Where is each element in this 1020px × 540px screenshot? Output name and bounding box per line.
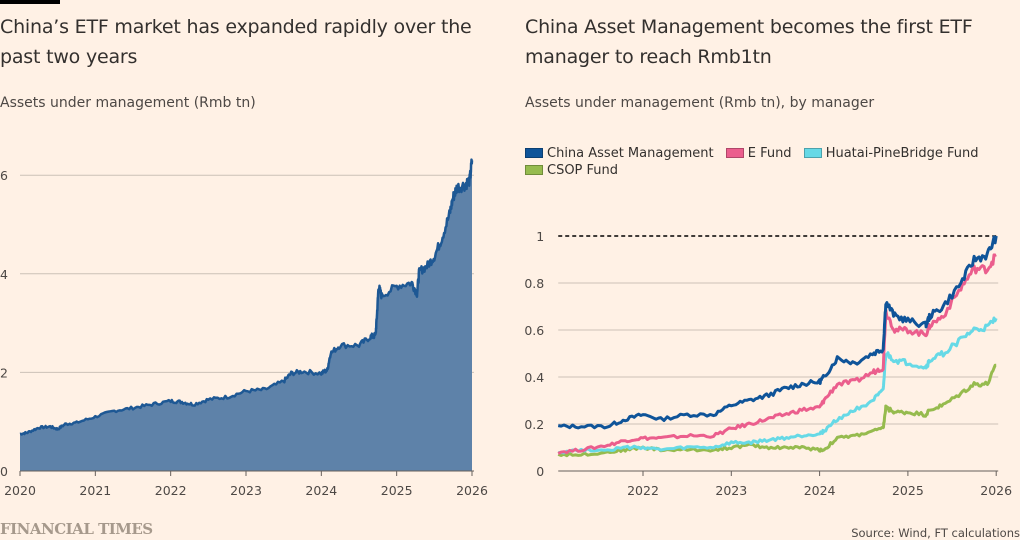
y-tick-label: 1 — [536, 229, 544, 244]
x-tick-label: 2022 — [627, 483, 659, 498]
x-tick-label: 2025 — [381, 483, 413, 498]
x-tick-label: 2020 — [4, 483, 36, 498]
x-tick-label: 2021 — [79, 483, 111, 498]
x-tick-label: 2026 — [980, 483, 1012, 498]
legend-item-e-fund: E Fund — [725, 145, 792, 162]
y-tick-label: 4 — [0, 267, 8, 282]
legend-swatch — [803, 148, 822, 158]
y-tick-label: 0.6 — [524, 323, 544, 338]
y-tick-label: 0.8 — [524, 276, 544, 291]
y-tick-label: 0.2 — [524, 417, 544, 432]
left-chart-title: China’s ETF market has expanded rapidly … — [0, 16, 472, 68]
legend-item-china-asset-management: China Asset Management — [525, 145, 714, 162]
x-tick-label: 2026 — [456, 483, 488, 498]
y-tick-label: 0 — [0, 464, 8, 479]
legend-swatch — [525, 148, 543, 158]
x-tick-label: 2023 — [715, 483, 747, 498]
legend-item-csop-fund: CSOP Fund — [525, 162, 618, 179]
legend-label: E Fund — [747, 146, 792, 161]
y-tick-label: 0 — [536, 464, 544, 479]
ft-logo: FINANCIAL TIMES — [0, 520, 153, 538]
legend-label: Huatai-PineBridge Fund — [825, 146, 979, 161]
right-chart-subtitle: Assets under management (Rmb tn), by man… — [525, 95, 875, 111]
right-line-chart: 0 0.2 0.4 0.6 0.8 1 2022 2023 2024 2025 2026 — [524, 229, 1012, 498]
x-tick-label: 2025 — [892, 483, 924, 498]
x-tick-label: 2024 — [305, 483, 337, 498]
area-line — [19, 158, 474, 436]
x-tick-label: 2024 — [804, 483, 836, 498]
legend-item-huatai-pinebridge: Huatai-PineBridge Fund — [803, 145, 979, 162]
source-note: Source: Wind, FT calculations — [851, 526, 1020, 540]
y-tick-label: 0.4 — [524, 370, 544, 385]
series-line-e-fund — [557, 253, 997, 455]
series-line-china-asset-management — [557, 235, 998, 430]
right-chart-title: China Asset Management becomes the first… — [525, 16, 973, 68]
left-chart-subtitle: Assets under management (Rmb tn) — [0, 95, 256, 111]
legend-label: CSOP Fund — [547, 163, 619, 178]
left-area-chart: 0 2 4 6 2020 2021 2022 2023 2024 2025 2026 — [0, 158, 488, 498]
y-tick-label: 6 — [0, 168, 8, 183]
right-chart-legend: China Asset Management E Fund Huatai-Pin… — [525, 145, 995, 179]
legend-label: China Asset Management — [547, 146, 714, 161]
area-fill — [20, 159, 472, 471]
legend-swatch — [725, 148, 744, 158]
legend-swatch — [525, 165, 543, 175]
series-line-huatai-pinebridge-fund — [558, 316, 998, 455]
x-tick-label: 2022 — [155, 483, 187, 498]
ft-top-bar — [0, 0, 60, 4]
x-tick-label: 2023 — [230, 483, 262, 498]
y-tick-label: 2 — [0, 365, 8, 380]
